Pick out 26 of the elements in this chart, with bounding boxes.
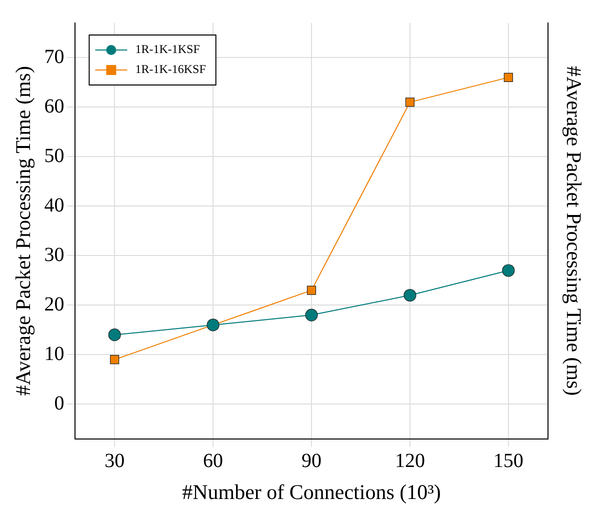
point xyxy=(110,355,120,364)
x-tick-label: 150 xyxy=(493,450,524,472)
x-tick-label: 30 xyxy=(104,450,125,472)
point xyxy=(405,98,414,107)
x-tick-label: 120 xyxy=(394,450,425,472)
point xyxy=(305,308,318,322)
legend-label: 1R-1K-1KSF xyxy=(135,42,200,56)
y-tick-label: 40 xyxy=(44,194,64,216)
y-tick-label: 60 xyxy=(44,95,64,118)
y-tick-label: 70 xyxy=(44,46,64,68)
point xyxy=(306,286,316,295)
x-tick-label: 60 xyxy=(203,450,224,472)
y-tick-label: 20 xyxy=(44,293,64,316)
y-tick-label: 30 xyxy=(44,244,64,266)
y-tick-label: 10 xyxy=(44,342,64,365)
y2-axis-title: #Average Packet Processing Time (ms) xyxy=(562,66,586,396)
x-axis-title: #Number of Connections (10³) xyxy=(182,480,441,504)
y-tick-label: 0 xyxy=(54,392,64,414)
point xyxy=(108,328,121,342)
y-tick-label: 50 xyxy=(44,144,64,167)
x-tick-label: 90 xyxy=(302,450,322,472)
legend-label: 1R-1K-16KSF xyxy=(135,62,206,76)
point xyxy=(404,288,416,302)
point xyxy=(502,264,515,277)
point xyxy=(504,72,513,82)
y-axis-title: #Average Packet Processing Time (ms) xyxy=(11,66,36,396)
